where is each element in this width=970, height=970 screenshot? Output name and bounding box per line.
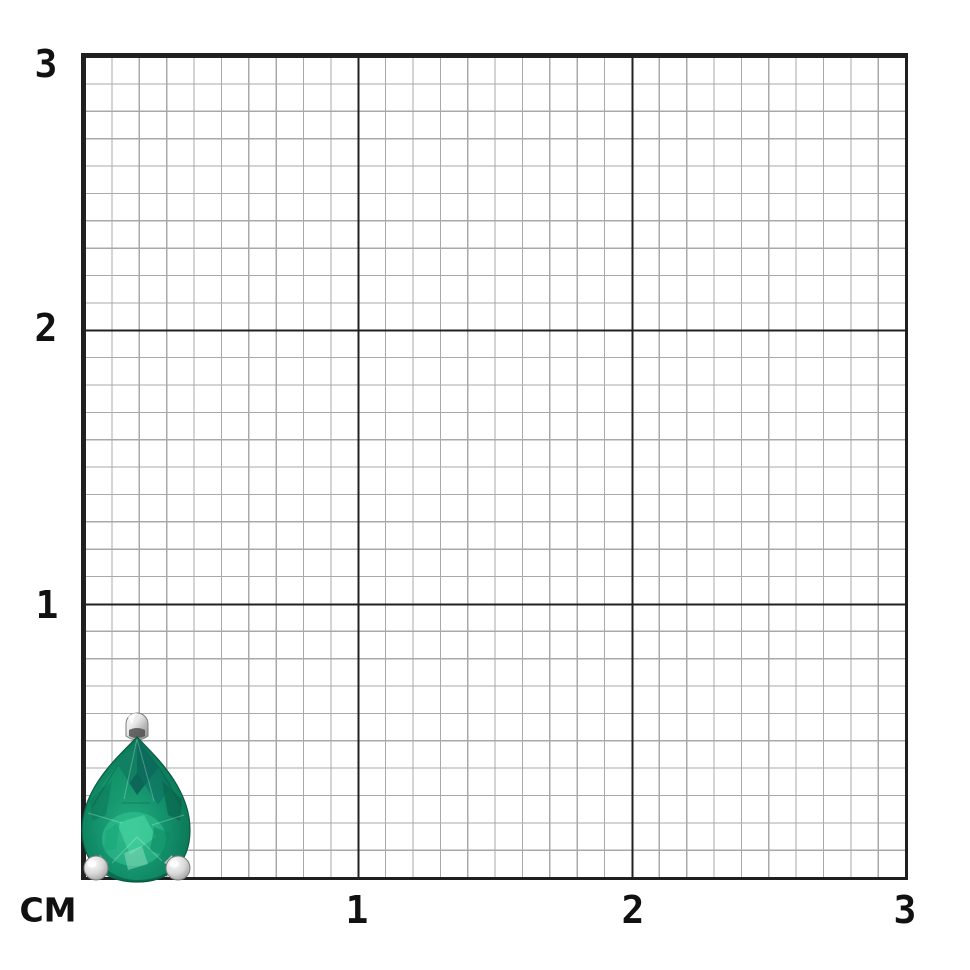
cm-grid (81, 53, 908, 880)
unit-label: CM (19, 890, 77, 930)
emerald-gem (81, 736, 191, 883)
left-prong-icon (83, 855, 109, 881)
top-prong-icon (125, 712, 149, 741)
y-axis-tick-1: 1 (35, 583, 59, 627)
y-axis-tick-2: 2 (34, 306, 58, 350)
y-axis-tick-3: 3 (34, 42, 58, 86)
emerald-stud (81, 712, 191, 883)
x-axis-tick-3: 3 (893, 888, 917, 932)
right-prong-icon (164, 855, 191, 881)
x-axis-tick-1: 1 (345, 888, 369, 932)
x-axis-tick-2: 2 (621, 888, 645, 932)
